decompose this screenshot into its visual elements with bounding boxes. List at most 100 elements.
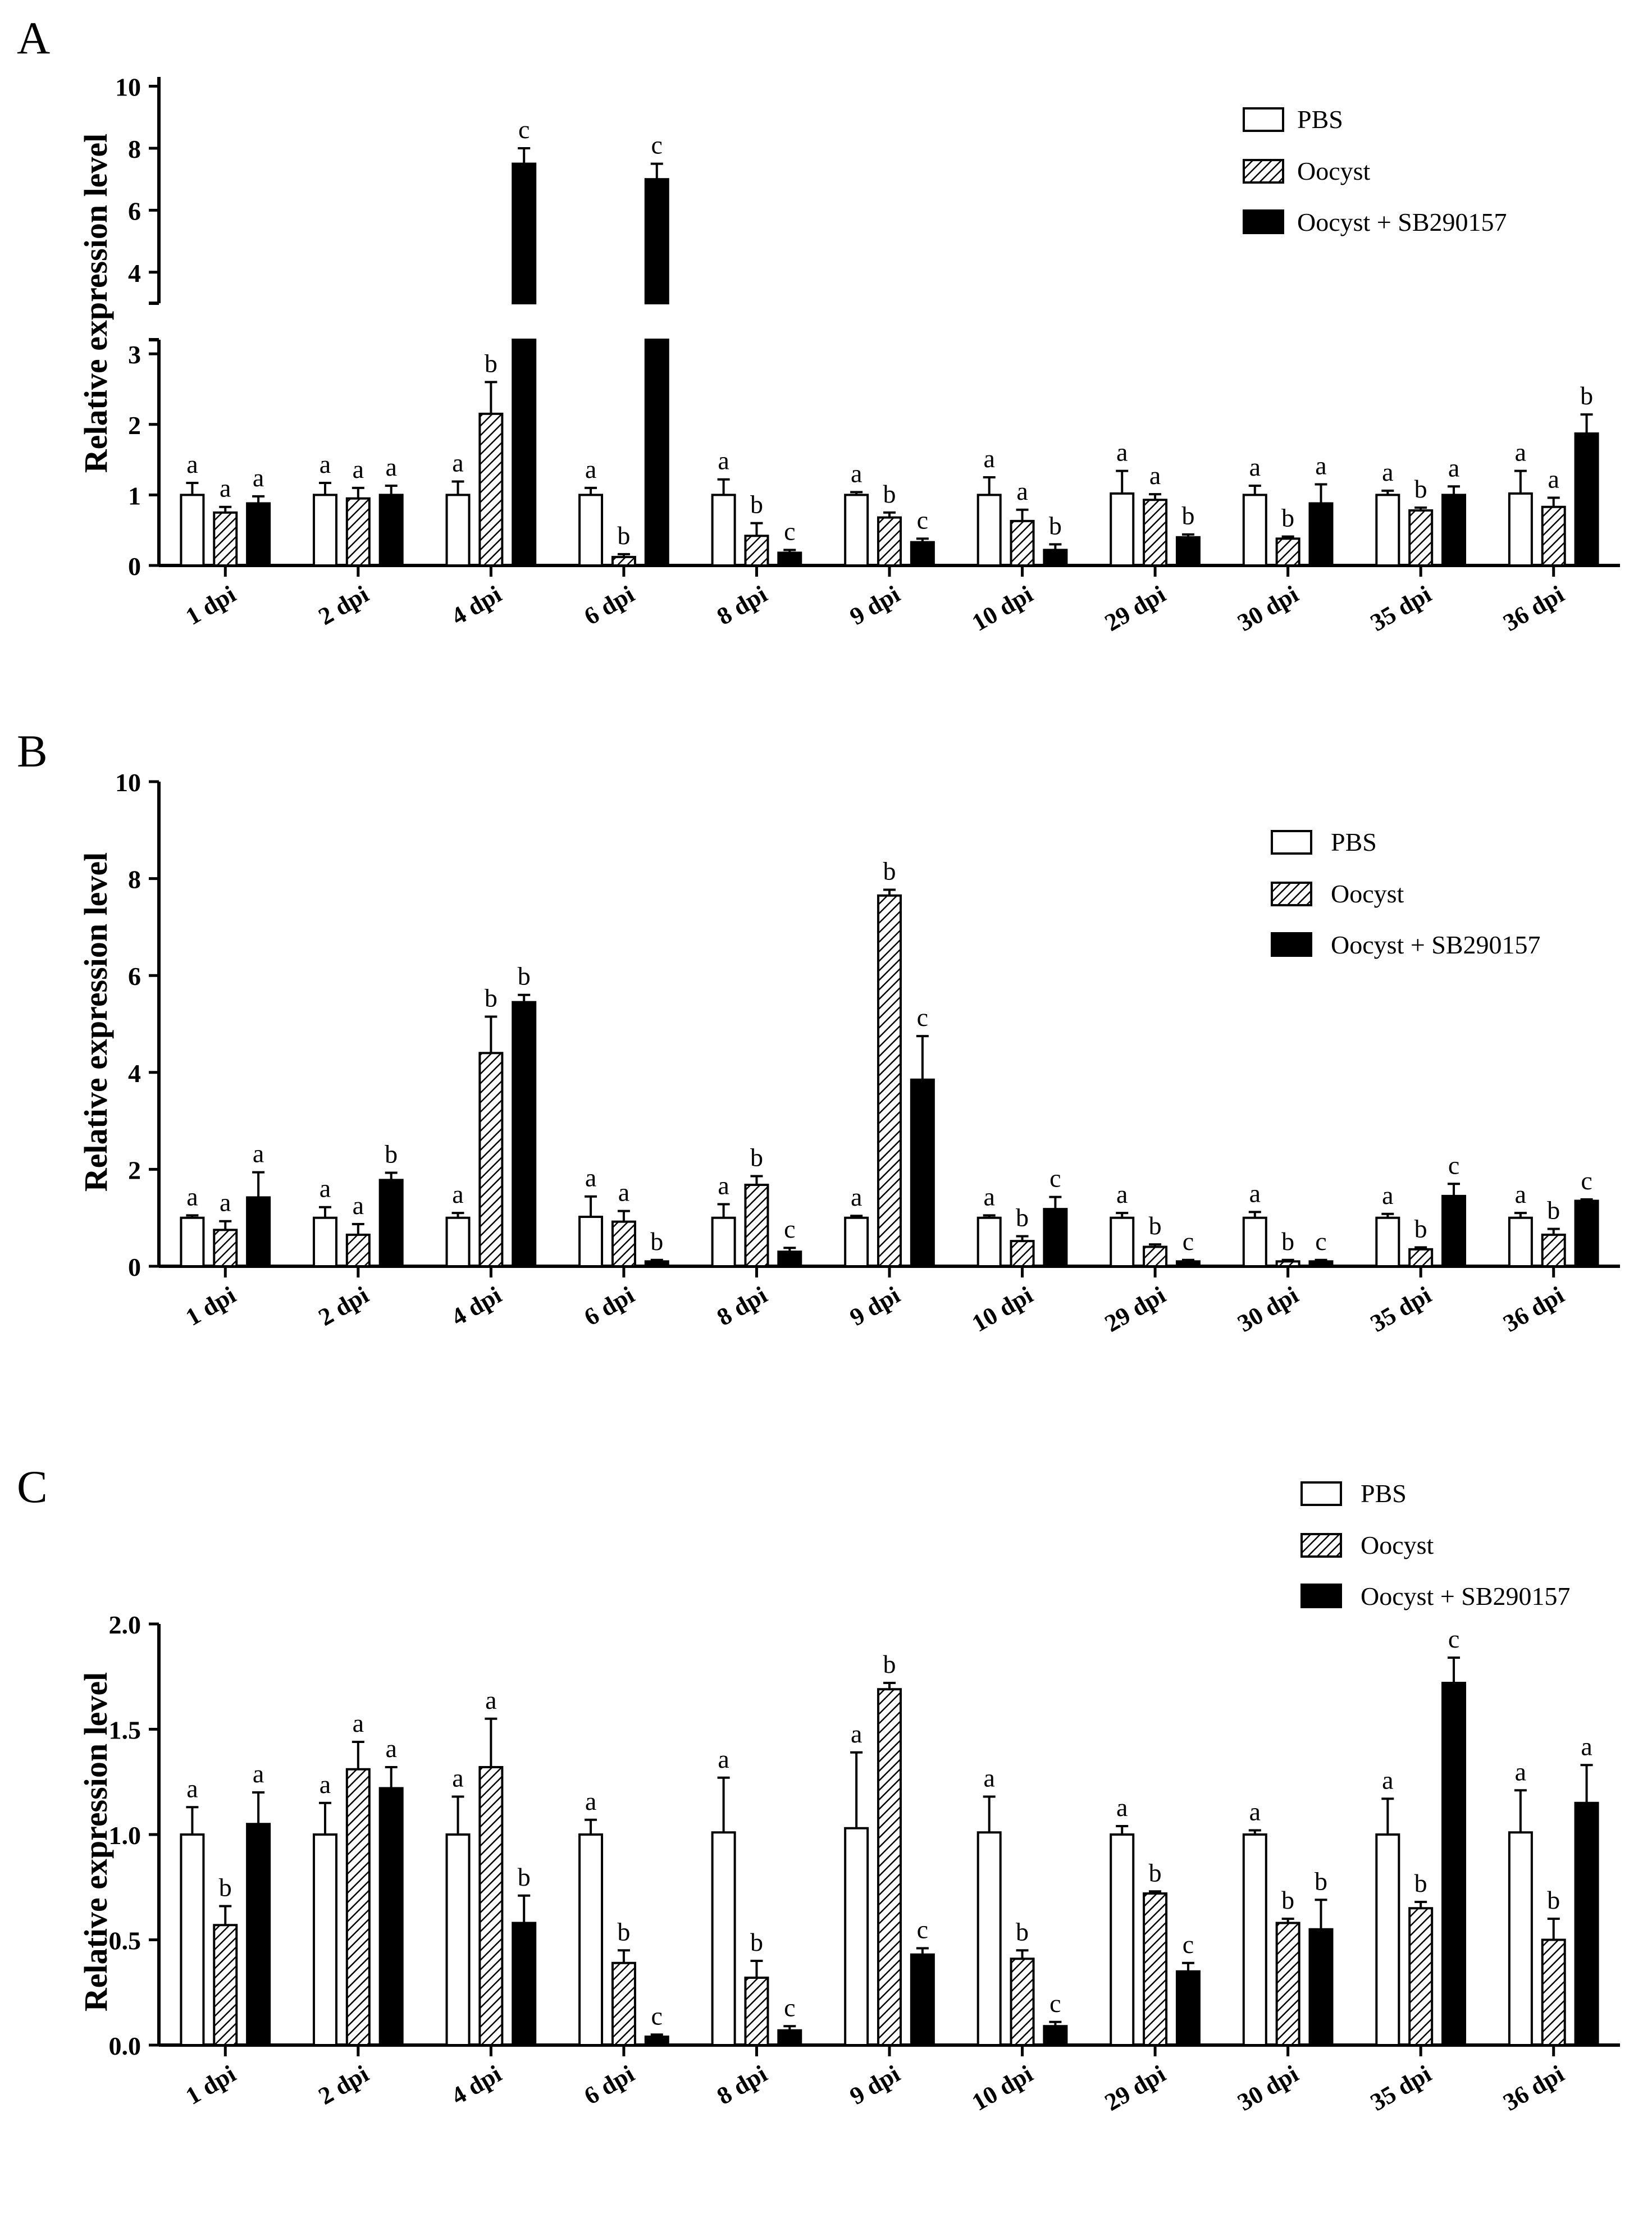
significance-label-oocyst: b [617,1917,630,1946]
panel-b-legend: PBS Oocyst Oocyst + SB290157 [1271,828,1541,959]
legend-pbs-swatch [1300,1481,1342,1506]
panel-b-ylabel: Relative expression level [77,852,114,1192]
bar-oocyst [744,1184,769,1268]
significance-label-sb: c [784,1215,795,1243]
significance-label-pbs: a [851,459,862,487]
y-tick-label: 2 [128,411,141,440]
significance-label-pbs: a [1515,1180,1526,1208]
bar-pbs [711,1831,736,2046]
bar-oocyst [478,1052,504,1268]
bar-sb [1175,1970,1201,2046]
significance-label-oocyst: b [617,521,630,550]
bar-oocyst [1143,499,1168,567]
significance-label-sb: a [1448,453,1459,482]
bar-sb [512,1922,537,2046]
bar-sb [644,339,669,567]
significance-label-pbs: a [718,1745,729,1773]
panel-b-label: B [17,726,48,777]
significance-label-sb: a [253,1139,264,1168]
y-tick-label: 0 [128,1253,141,1281]
significance-label-pbs: a [1249,1797,1261,1826]
y-tick-label: 0.5 [109,1927,142,1955]
y-tick-label: 3 [128,340,141,369]
bar-pbs [844,1827,869,2046]
significance-label-oocyst: b [1414,474,1427,503]
bar-pbs [711,494,736,567]
significance-label-pbs: a [1116,1793,1128,1822]
y-tick-label: 10 [115,73,141,102]
bar-sb [910,1078,935,1267]
bar-pbs [844,1216,869,1267]
significance-label-oocyst: b [883,480,896,508]
y-tick-label: 8 [128,135,141,163]
legend-pbs-label: PBS [1331,828,1377,856]
significance-label-pbs: a [851,1183,862,1211]
bar-sb [644,1260,669,1268]
significance-label-oocyst: a [220,1188,231,1217]
significance-label-oocyst: b [1149,1858,1162,1887]
significance-label-pbs: a [983,444,994,473]
bar-sb [910,1953,935,2046]
significance-label-oocyst: b [219,1873,232,1902]
significance-label-sb: c [1049,1164,1061,1193]
significance-label-oocyst: b [750,1143,763,1171]
bar-sb [1441,1682,1467,2046]
bar-oocyst [213,1229,238,1267]
significance-label-pbs: a [585,1163,596,1192]
bar-sb [378,1787,404,2046]
significance-label-pbs: a [1116,1180,1128,1208]
significance-label-oocyst: a [220,474,231,503]
bar-sb [1441,1194,1467,1267]
panel-a: A Relative expression level PBS Oocyst O… [17,12,1620,637]
y-tick-label: 2.0 [109,1610,142,1639]
bar-sb [512,339,537,567]
bar-sb [1574,1801,1599,2046]
bar-oocyst [1143,1245,1168,1267]
legend-oocyst-swatch [1300,1533,1342,1558]
bar-oocyst [345,1768,371,2046]
significance-label-sb: b [1049,511,1062,540]
legend-sb-label: Oocyst + SB290157 [1297,208,1507,236]
bar-pbs [1242,1833,1267,2046]
significance-label-oocyst: b [750,490,763,519]
bar-sb [1308,1260,1334,1268]
bar-pbs [1375,1216,1400,1267]
bar-pbs [312,1833,337,2046]
bar-pbs [976,494,1002,567]
y-tick-label: 10 [115,768,141,797]
bar-pbs [445,1833,471,2046]
legend-pbs-swatch [1243,107,1284,132]
significance-label-sb: c [518,115,530,144]
legend-oocyst-label: Oocyst [1297,157,1371,185]
significance-label-pbs: a [983,1182,994,1211]
bar-oocyst [345,497,371,567]
significance-label-sb: b [1315,1867,1327,1895]
significance-label-oocyst: b [1414,1214,1427,1243]
bar-oocyst [1408,1248,1434,1267]
bar-sb [378,494,404,567]
significance-label-pbs: a [452,1764,463,1792]
bar-oocyst [1275,1260,1300,1268]
significance-label-pbs: a [1382,458,1393,486]
bar-oocyst [1010,1958,1035,2046]
y-tick-label: 4 [128,1059,141,1088]
legend-sb-label: Oocyst + SB290157 [1361,1582,1571,1610]
significance-label-pbs: a [320,450,331,478]
significance-label-sb: b [385,1139,398,1168]
legend-pbs-swatch [1271,830,1312,855]
significance-label-sb: a [385,1734,396,1763]
bar-oocyst [1275,1922,1300,2046]
bar-pbs [1508,1216,1533,1267]
significance-label-sb: c [1581,1166,1592,1195]
significance-label-oocyst: b [485,349,498,377]
significance-label-pbs: a [1515,1757,1526,1786]
bar-sb [777,1251,802,1268]
bar-sb [246,1823,271,2046]
significance-label-oocyst: b [1547,1886,1560,1914]
bar-oocyst [1541,1938,1566,2046]
y-tick-label: 4 [128,259,141,288]
significance-label-sb: c [1183,1227,1194,1256]
bar-sb [1308,502,1334,567]
significance-label-sb: a [1315,451,1326,480]
